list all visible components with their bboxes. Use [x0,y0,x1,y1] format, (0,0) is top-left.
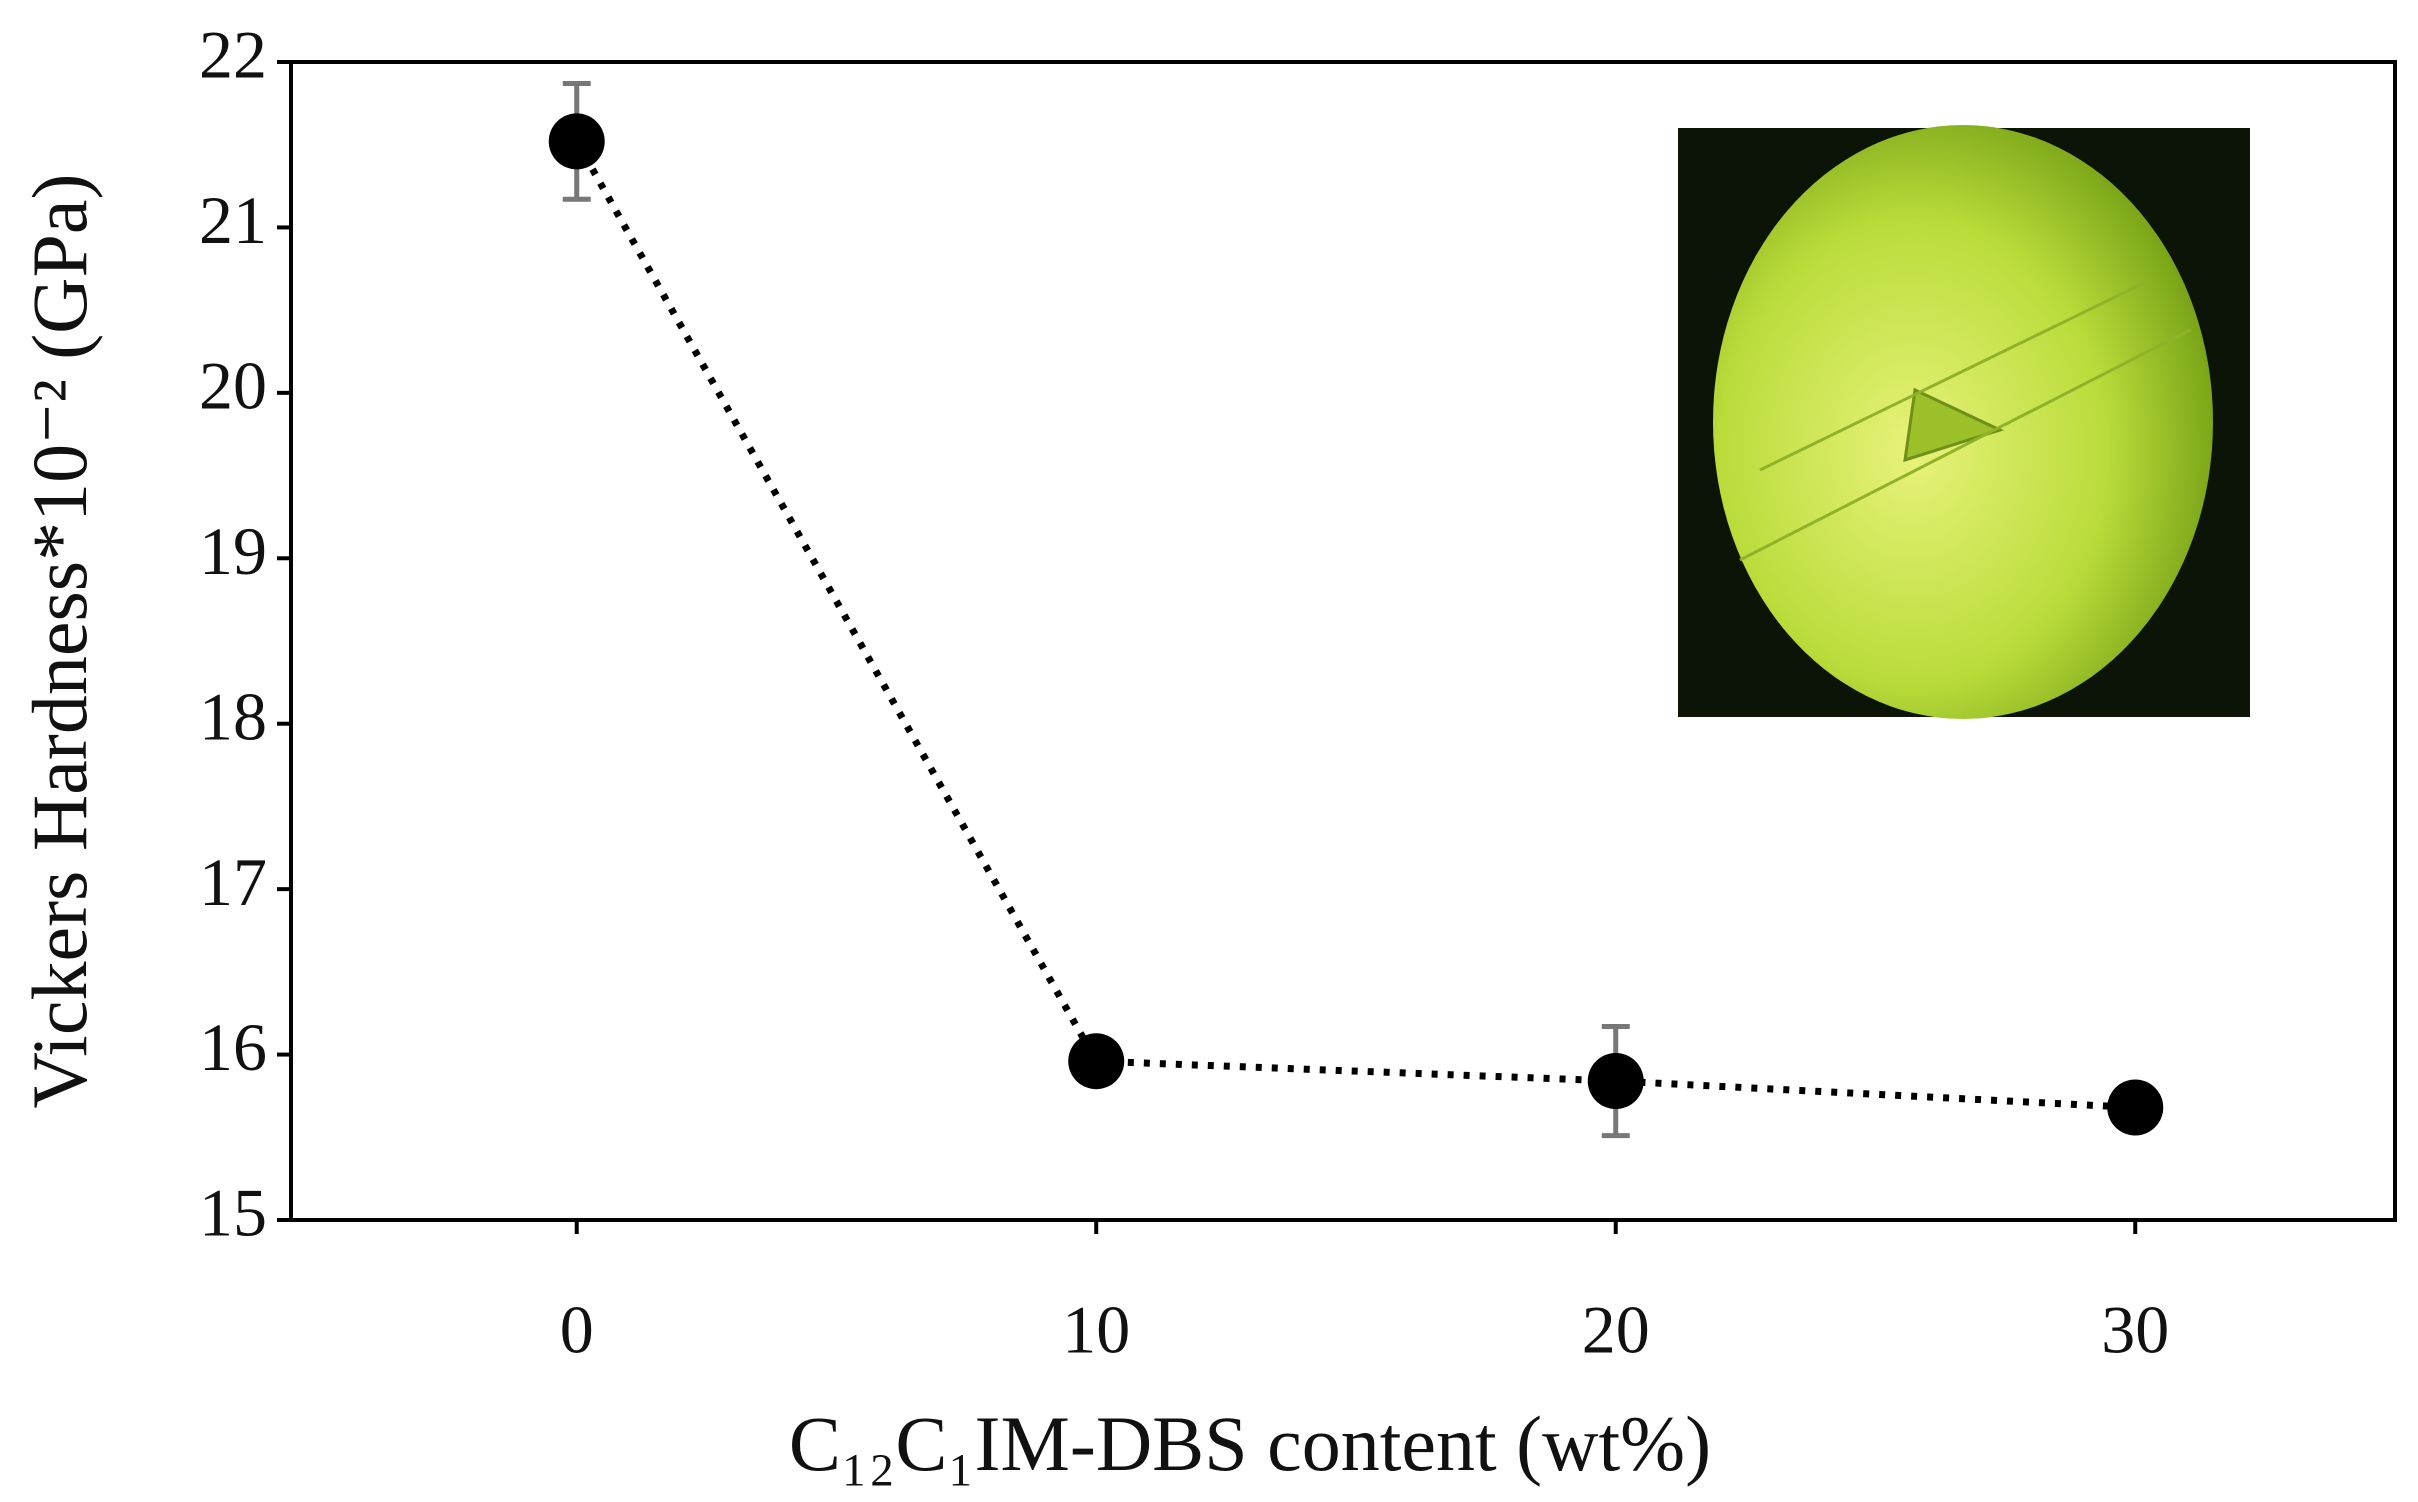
x-tick-label: 0 [560,1292,594,1368]
y-tick-label: 20 [199,347,267,423]
data-point [1068,1033,1125,1090]
y-axis-label: Vickers Hardness*10⁻² (GPa) [16,174,103,1109]
x-tick-label: 30 [2101,1292,2169,1368]
y-tick-label: 22 [199,17,267,93]
y-tick-label: 17 [199,844,267,920]
y-tick-label: 16 [199,1009,267,1085]
data-point [1587,1053,1644,1110]
x-tick-label: 20 [1582,1292,1650,1368]
indent-mark [1903,387,2005,463]
y-tick-label: 19 [199,513,267,589]
x-axis-label: C₁₂C₁IM-DBS content (wt%) [789,1400,1711,1487]
data-line [573,139,2136,1112]
y-tick-label: 18 [199,678,267,754]
y-tick-label: 21 [199,182,267,258]
data-point [2107,1079,2164,1136]
data-point [548,113,605,170]
scratch-line [1739,328,2191,562]
x-tick-label: 10 [1062,1292,1130,1368]
plot-frame [289,60,2397,1222]
scratch-line [1759,278,2151,472]
y-tick-label: 15 [199,1175,267,1251]
inset-photo [1678,125,2250,719]
